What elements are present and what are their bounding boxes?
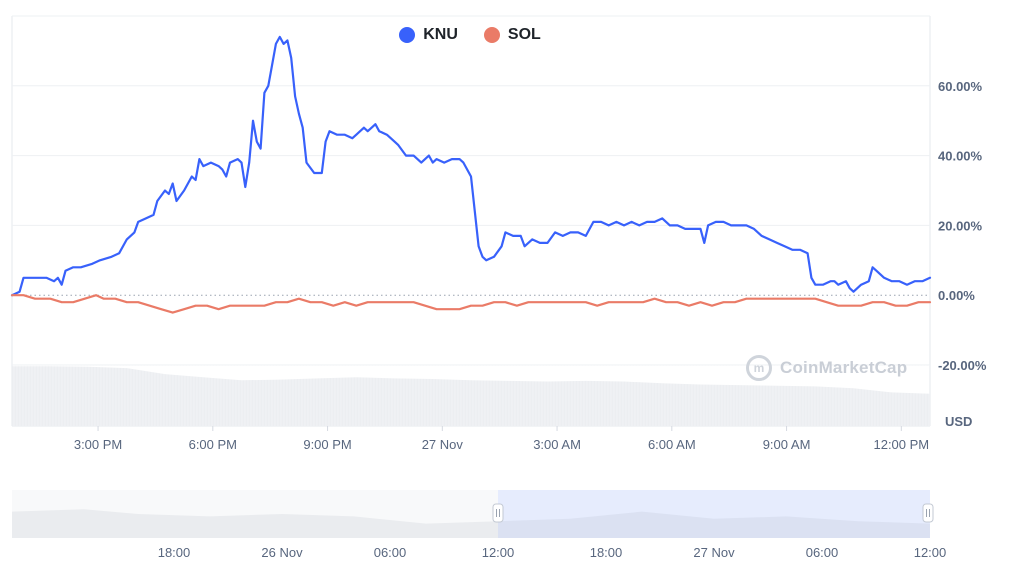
navigator-handle-right[interactable] — [922, 503, 934, 523]
series-line-knu — [10, 35, 932, 297]
navigator-area — [12, 509, 930, 538]
navigator-tick-label: 06:00 — [374, 545, 407, 560]
chart-legend: KNU SOL — [0, 26, 940, 44]
legend-label-knu: KNU — [423, 26, 458, 43]
series-lines — [10, 35, 932, 314]
legend-marker-sol — [483, 27, 500, 43]
navigator-selection — [498, 490, 930, 538]
y-unit-label: USD — [945, 414, 972, 429]
navigator-tick-label: 12:00 — [914, 545, 947, 560]
legend-item-sol[interactable]: SOL — [483, 26, 541, 44]
x-tick-label: 9:00 PM — [303, 437, 351, 452]
y-tick-label: 20.00% — [938, 218, 983, 233]
coinmarketcap-logo-icon: m — [746, 355, 772, 381]
range-navigator[interactable]: 18:00 26 Nov 06:00 12:00 18:00 27 Nov 06:00 12:… — [12, 490, 946, 560]
volume-area-fill — [12, 366, 930, 426]
navigator-tick-label: 27 Nov — [693, 545, 735, 560]
x-tick-label: 9:00 AM — [763, 437, 811, 452]
x-tick-label: 12:00 PM — [873, 437, 929, 452]
y-axis: 60.00% 40.00% 20.00% 0.00% -20.00% USD — [938, 79, 987, 429]
navigator-tick-label: 06:00 — [806, 545, 839, 560]
navigator-tick-label: 18:00 — [590, 545, 623, 560]
series-line-sol — [10, 294, 932, 314]
y-tick-label: 60.00% — [938, 79, 983, 94]
x-tick-label: 27 Nov — [422, 437, 464, 452]
y-tick-label: 40.00% — [938, 149, 983, 164]
x-tick-label: 6:00 AM — [648, 437, 696, 452]
navigator-handle-left[interactable] — [492, 503, 504, 523]
y-tick-label: 0.00% — [938, 288, 975, 303]
watermark-text: CoinMarketCap — [780, 358, 908, 377]
navigator-tick-label: 12:00 — [482, 545, 515, 560]
navigator-tick-label: 26 Nov — [261, 545, 303, 560]
x-tick-label: 3:00 AM — [533, 437, 581, 452]
y-tick-label: -20.00% — [938, 358, 987, 373]
legend-label-sol: SOL — [507, 26, 541, 43]
navigator-tick-label: 18:00 — [158, 545, 191, 560]
x-axis: 3:00 PM 6:00 PM 9:00 PM 27 Nov 3:00 AM 6:00 A… — [74, 426, 929, 452]
watermark: m CoinMarketCap — [746, 355, 907, 381]
volume-area — [12, 365, 930, 426]
x-tick-label: 3:00 PM — [74, 437, 122, 452]
x-tick-label: 6:00 PM — [189, 437, 237, 452]
legend-item-knu[interactable]: KNU — [399, 26, 458, 44]
legend-marker-knu — [399, 27, 416, 43]
